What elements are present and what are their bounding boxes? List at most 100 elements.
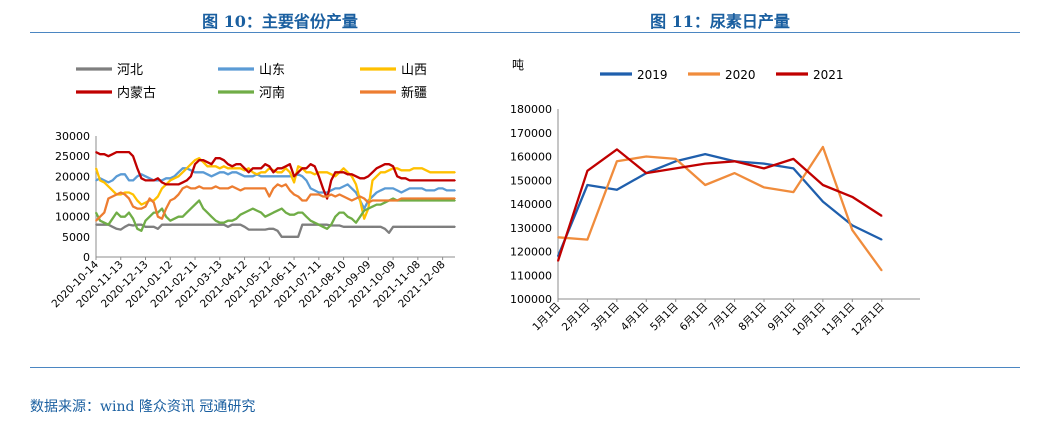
data-point <box>132 193 134 196</box>
data-point <box>107 185 110 188</box>
data-point <box>454 199 456 202</box>
figure-10-title: 图 10：主要省份产量 <box>202 12 358 31</box>
data-point <box>177 193 180 196</box>
data-point <box>260 187 262 190</box>
data-point <box>375 167 378 170</box>
data-point <box>293 193 295 196</box>
data-point <box>733 160 736 163</box>
data-point <box>351 226 353 228</box>
data-point <box>880 215 883 217</box>
y-tick-label: 140000 <box>510 198 552 211</box>
data-point <box>235 217 238 220</box>
data-point <box>301 167 304 170</box>
data-point <box>214 185 217 188</box>
data-point <box>99 215 101 218</box>
data-point <box>157 177 159 180</box>
data-point <box>111 189 114 192</box>
data-point <box>441 197 444 200</box>
data-point <box>421 187 423 190</box>
data-point <box>247 209 250 212</box>
data-point <box>338 171 341 174</box>
data-point <box>161 181 163 184</box>
figure-11-title: 图 11：尿素日产量 <box>650 12 790 31</box>
data-point <box>408 179 411 182</box>
series-line-2019 <box>556 152 883 257</box>
data-point <box>268 175 271 178</box>
data-point <box>437 171 440 174</box>
data-point <box>239 163 242 165</box>
data-point <box>198 157 200 159</box>
data-point <box>190 163 192 165</box>
data-point <box>264 175 266 178</box>
data-point <box>437 179 440 182</box>
data-point <box>115 175 118 178</box>
data-point <box>136 175 139 178</box>
data-point <box>247 187 250 190</box>
data-point <box>144 219 147 222</box>
data-point <box>313 189 316 192</box>
data-point <box>99 179 101 182</box>
data-point <box>433 189 436 192</box>
data-point <box>256 228 258 231</box>
data-point <box>346 197 349 200</box>
bottom-rule <box>30 367 1020 368</box>
data-point <box>144 226 147 228</box>
data-point <box>214 223 217 226</box>
data-point <box>235 223 238 226</box>
data-point <box>285 175 287 178</box>
data-point <box>392 165 394 168</box>
data-point <box>412 197 415 200</box>
data-point <box>276 183 279 186</box>
y-tick-label: 15000 <box>55 191 90 204</box>
data-point <box>404 189 407 192</box>
data-point <box>264 228 266 231</box>
data-point <box>99 219 101 222</box>
data-point <box>202 159 205 161</box>
data-point <box>144 175 147 178</box>
data-point <box>231 171 233 174</box>
data-point <box>400 169 403 172</box>
data-point <box>124 193 126 196</box>
data-point <box>616 148 618 151</box>
data-point <box>124 151 126 153</box>
data-point <box>136 207 139 210</box>
series-line-内蒙古 <box>95 150 455 200</box>
data-point <box>293 236 295 238</box>
data-point <box>417 167 419 170</box>
data-point <box>454 179 456 182</box>
data-point <box>334 187 337 190</box>
data-point <box>227 187 229 190</box>
data-point <box>140 207 143 210</box>
series-line-2020 <box>557 145 883 272</box>
data-point <box>264 163 266 165</box>
data-point <box>318 223 320 226</box>
data-point <box>454 197 456 200</box>
data-point <box>433 199 436 202</box>
data-point <box>425 197 427 200</box>
data-point <box>148 215 151 218</box>
data-point <box>421 197 423 200</box>
data-point <box>285 236 287 238</box>
data-point <box>181 223 184 226</box>
y-tick-label: 0 <box>83 251 90 264</box>
data-point <box>107 223 110 226</box>
data-point <box>400 226 403 228</box>
data-point <box>239 213 242 216</box>
y-tick-label: 120000 <box>510 246 552 259</box>
data-point <box>186 211 188 214</box>
data-point <box>433 171 436 174</box>
data-point <box>334 171 337 174</box>
data-point <box>219 221 221 224</box>
data-point <box>301 223 304 226</box>
data-point <box>169 219 172 222</box>
data-point <box>322 195 324 198</box>
data-point <box>186 223 188 226</box>
data-point <box>388 199 390 202</box>
data-point <box>136 228 139 230</box>
data-point <box>450 199 452 202</box>
data-point <box>202 187 205 190</box>
data-point <box>674 160 677 163</box>
data-point <box>214 157 217 159</box>
data-point <box>297 236 300 238</box>
data-point <box>210 163 213 165</box>
